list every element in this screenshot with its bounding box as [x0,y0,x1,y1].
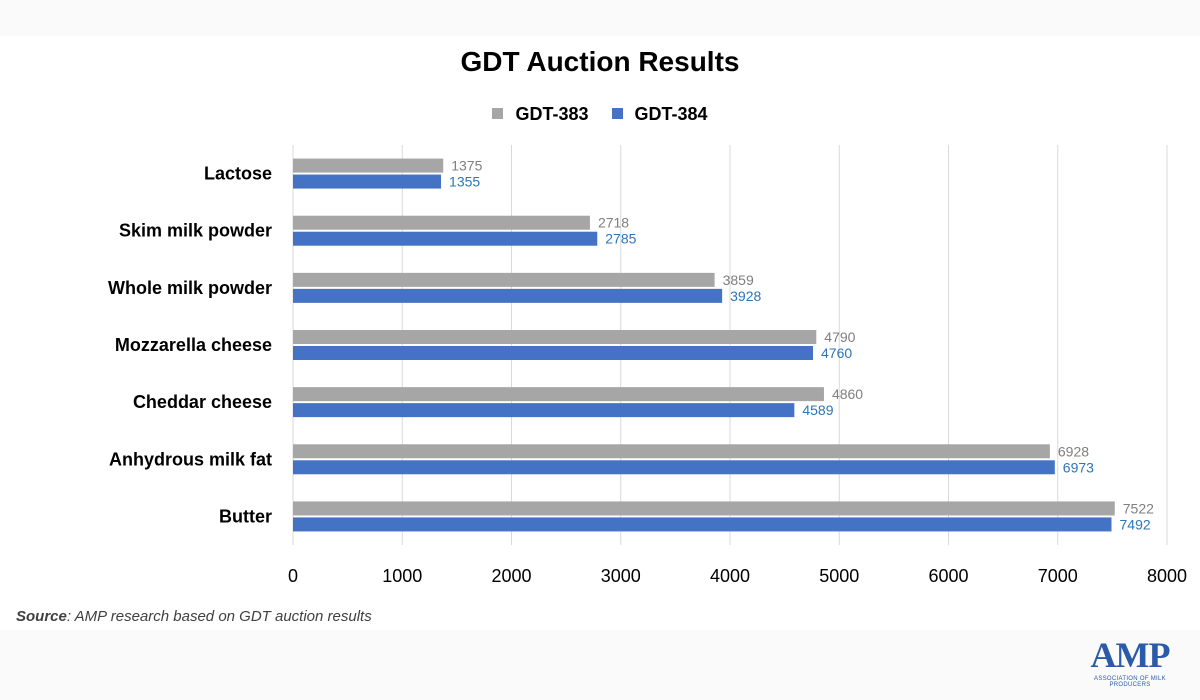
legend-label-series-2: GDT-384 [634,104,708,124]
bottom-band [0,630,1200,700]
x-tick-label: 3000 [601,566,641,586]
bar-gdt-383 [293,272,715,287]
category-label: Whole milk powder [108,278,272,298]
bar-gdt-383 [293,444,1050,459]
x-tick-label: 1000 [382,566,422,586]
bar-gdt-383 [293,215,590,230]
logo-subtitle: ASSOCIATION OF MILK PRODUCERS [1094,676,1166,688]
x-tick-label: 6000 [928,566,968,586]
data-label: 6928 [1058,443,1089,459]
bar-chart: 0 1000 2000 3000 4000 5000 6000 7000 8000 Lactose… [108,145,1187,586]
data-label: 2718 [598,215,629,231]
category-label: Mozzarella cheese [115,335,272,355]
source-text: : AMP research based on GDT auction resu… [66,608,372,625]
amp-logo: AMP ASSOCIATION OF MILK PRODUCERS [1078,630,1182,692]
data-label: 3859 [723,272,754,288]
data-label: 7492 [1120,516,1151,532]
bar-gdt-384 [293,231,598,246]
data-label: 1375 [451,158,482,174]
category-label: Anhydrous milk fat [109,449,272,469]
bar-gdt-384 [293,517,1112,532]
x-tick-label: 5000 [819,566,859,586]
bar-gdt-383 [293,330,817,344]
top-band [0,0,1200,36]
bar-gdt-383 [293,501,1115,516]
legend-swatch-series-2 [611,108,623,119]
category-label: Butter [219,506,272,526]
legend: GDT-383 GDT-384 [0,104,1200,125]
data-label: 4589 [802,402,833,418]
legend-item-series-1: GDT-383 [492,104,588,125]
bar-gdt-384 [293,403,795,418]
bar-gdt-384 [293,288,723,303]
data-label: 4760 [821,345,852,361]
bar-gdt-384 [293,460,1055,475]
data-label: 1355 [449,174,480,190]
x-tick-label: 2000 [491,566,531,586]
x-tick-label: 4000 [710,566,750,586]
category-label: Lactose [204,164,272,184]
x-tick-label: 0 [288,566,298,586]
data-label: 4860 [832,386,863,402]
x-tick-label: 7000 [1038,566,1078,586]
bar-gdt-383 [293,387,824,402]
legend-item-series-2: GDT-384 [611,104,708,125]
source-note: Source: AMP research based on GDT auctio… [16,608,372,625]
data-label: 2785 [605,231,636,247]
bar-gdt-384 [293,174,442,189]
source-label: Source [16,608,67,625]
data-label: 6973 [1063,459,1094,475]
logo-text: AMP [1090,635,1171,675]
chart-title: GDT Auction Results [460,46,740,77]
bar-gdt-383 [293,158,444,173]
data-label: 3928 [730,288,761,304]
x-tick-label: 8000 [1147,566,1187,586]
category-label: Cheddar cheese [133,392,272,412]
data-label: 4790 [824,329,855,345]
data-label: 7522 [1123,500,1154,516]
category-label: Skim milk powder [119,221,272,241]
bar-gdt-384 [293,346,814,360]
legend-label-series-1: GDT-383 [515,104,589,124]
legend-swatch-series-1 [492,108,504,119]
